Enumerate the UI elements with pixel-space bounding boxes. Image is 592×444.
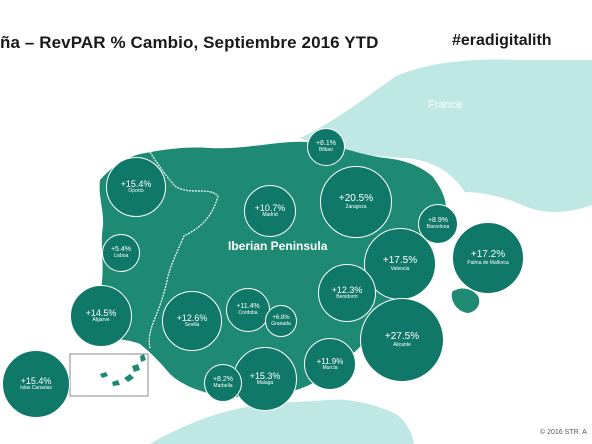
market-malaga: +15.3% Malaga: [233, 347, 297, 411]
market-city: Zaragoza: [345, 203, 367, 210]
market-value: +15.3%: [249, 370, 281, 381]
market-value: +17.2%: [470, 249, 506, 261]
market-city: Alicante: [393, 341, 411, 348]
market-marbella: +8.2% Marbella: [204, 364, 242, 402]
market-bilbao: +8.1% Bilbao: [307, 128, 345, 166]
market-benidorm: +12.3% Benidorm: [318, 264, 376, 322]
portugal-border: [148, 151, 219, 349]
market-city: Algarve: [92, 317, 110, 324]
market-cordoba: +11.4% Cordoba: [226, 288, 270, 332]
market-city: Lisboa: [113, 253, 129, 260]
market-city: Benidorm: [336, 294, 358, 301]
market-sevilla: +12.6% Sevilla: [162, 291, 222, 351]
market-value: +8.9%: [427, 217, 449, 225]
market-zaragoza: +20.5% Zaragoza: [320, 166, 392, 238]
market-alicante: +27.5% Alicante: [360, 298, 444, 382]
market-algarve: +14.5% Algarve: [70, 285, 132, 347]
market-city: Murcia: [322, 364, 338, 371]
market-city: Valencia: [390, 265, 410, 272]
france-label: France: [428, 99, 463, 111]
market-city: Sevilla: [184, 322, 200, 329]
market-lisboa: +5.4% Lisboa: [102, 234, 140, 272]
market-palma-de-mallorca: +17.2% Palma de Mallorca: [452, 222, 524, 294]
market-murcia: +11.9% Murcia: [304, 338, 356, 390]
market-value: +15.4%: [20, 375, 52, 386]
market-value: +5.4%: [110, 246, 132, 254]
page-title: ña – RevPAR % Cambio, Septiembre 2016 YT…: [0, 33, 379, 52]
market-granada: +6.8% Granada: [265, 305, 297, 337]
market-oporto: +15.4% Oporto: [106, 157, 166, 217]
canary-inset-frame: [69, 353, 149, 397]
market-city: Cordoba: [238, 310, 258, 317]
market-barcelona: +8.9% Barcelona: [418, 204, 458, 244]
market-value: +12.6%: [176, 312, 208, 323]
market-islas-canarias: +15.4% Islas Canarias: [2, 350, 70, 418]
market-city: Palma de Mallorca: [467, 259, 509, 266]
canary-islands: [100, 354, 146, 386]
market-value: +17.5%: [382, 255, 418, 267]
market-value: +20.5%: [338, 193, 374, 205]
africa-region: [150, 399, 414, 444]
copyright-notice: © 2016 STR. A: [540, 429, 587, 436]
hashtag-label: #eradigitalith: [452, 32, 552, 49]
market-city: Marbella: [213, 383, 233, 390]
market-city: Malaga: [256, 380, 274, 387]
market-value: +10.7%: [254, 202, 286, 213]
market-city: Islas Canarias: [20, 385, 52, 392]
market-value: +15.4%: [120, 178, 152, 189]
market-value: +11.9%: [316, 356, 344, 366]
market-city: Barcelona: [426, 224, 450, 231]
mallorca-island: [451, 288, 480, 313]
market-city: Granada: [271, 320, 291, 327]
market-value: +11.4%: [236, 303, 260, 311]
market-city: Oporto: [128, 188, 144, 195]
market-value: +27.5%: [384, 331, 420, 343]
market-value: +8.2%: [212, 376, 234, 384]
market-value: +6.8%: [272, 314, 290, 321]
france-region: [300, 59, 592, 213]
market-value: +14.5%: [85, 307, 117, 318]
market-value: +12.3%: [331, 284, 363, 295]
market-value: +8.1%: [315, 140, 337, 148]
iberia-label: Iberian Peninsula: [228, 239, 328, 253]
market-city: Madrid: [262, 212, 278, 219]
market-madrid: +10.7% Madrid: [244, 185, 296, 237]
market-city: Bilbao: [319, 147, 333, 154]
